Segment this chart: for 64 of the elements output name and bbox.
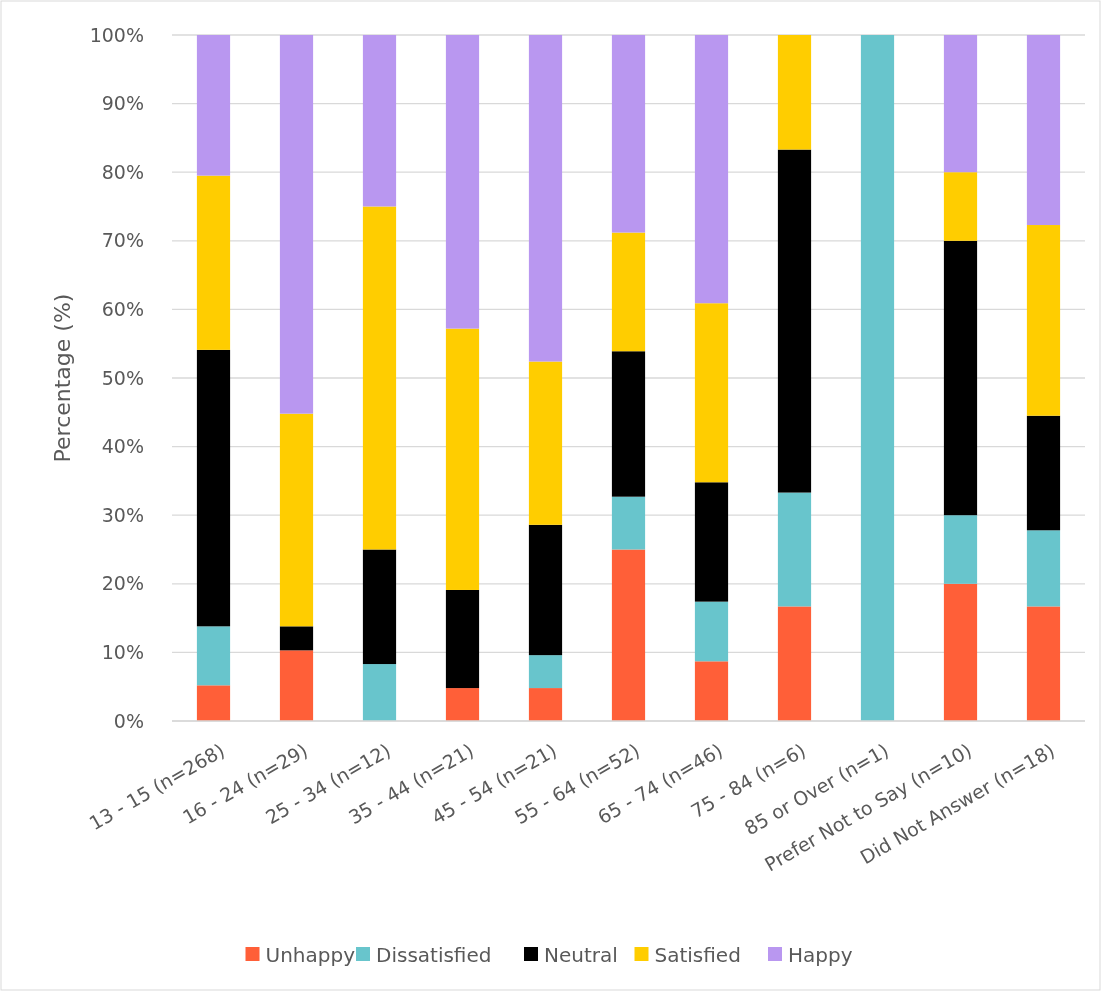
bar [694,482,729,602]
bar [611,35,646,233]
y-axis-title: Percentage (%) [50,293,75,463]
bar [279,35,314,414]
bar [362,664,397,721]
y-tick-label: 10% [101,641,144,664]
y-tick-label: 0% [113,709,144,732]
bar [777,606,812,721]
bar [445,688,480,721]
y-tick-label: 100% [89,23,144,46]
bar [445,589,480,689]
bar [611,496,646,550]
bar [1026,225,1061,416]
bar [196,349,231,627]
bar [777,35,812,150]
bar [943,240,978,516]
bar [694,303,729,483]
bar [279,650,314,721]
bar [1026,530,1061,607]
y-tick-label: 60% [101,298,144,321]
bar [943,172,978,241]
bar [611,232,646,352]
legend-label: Unhappy [265,943,356,967]
bar [943,583,978,721]
bar [528,655,563,689]
bar [528,361,563,525]
bar [1026,606,1061,721]
bar [196,35,231,176]
bar [362,35,397,207]
legend-label: Happy [788,943,853,967]
bar [1026,415,1061,531]
legend-label: Neutral [544,943,618,967]
y-tick-label: 70% [101,229,144,252]
bar [196,175,231,350]
bar [1026,35,1061,226]
bar [611,351,646,497]
bar [694,601,729,662]
y-tick-label: 50% [101,366,144,389]
y-tick-label: 20% [101,572,144,595]
bar [777,149,812,493]
y-tick-label: 30% [101,503,144,526]
bar [445,328,480,590]
bar [528,35,563,362]
y-tick-label: 80% [101,160,144,183]
legend-label: Satisfied [654,943,741,967]
bar [777,492,812,607]
legend-label: Dissatisfied [376,943,492,967]
bar [196,685,231,721]
bar [362,206,397,550]
bar [528,688,563,721]
bar [445,35,480,329]
bar [528,524,563,656]
bar [279,413,314,627]
bar [279,626,314,651]
bar [694,661,729,721]
bar [362,549,397,665]
y-tick-label: 40% [101,435,144,458]
y-tick-label: 90% [101,92,144,115]
bar [196,626,231,686]
bar [694,35,729,304]
bar [860,35,895,721]
bar [943,515,978,584]
bar [611,549,646,721]
bar [943,35,978,173]
